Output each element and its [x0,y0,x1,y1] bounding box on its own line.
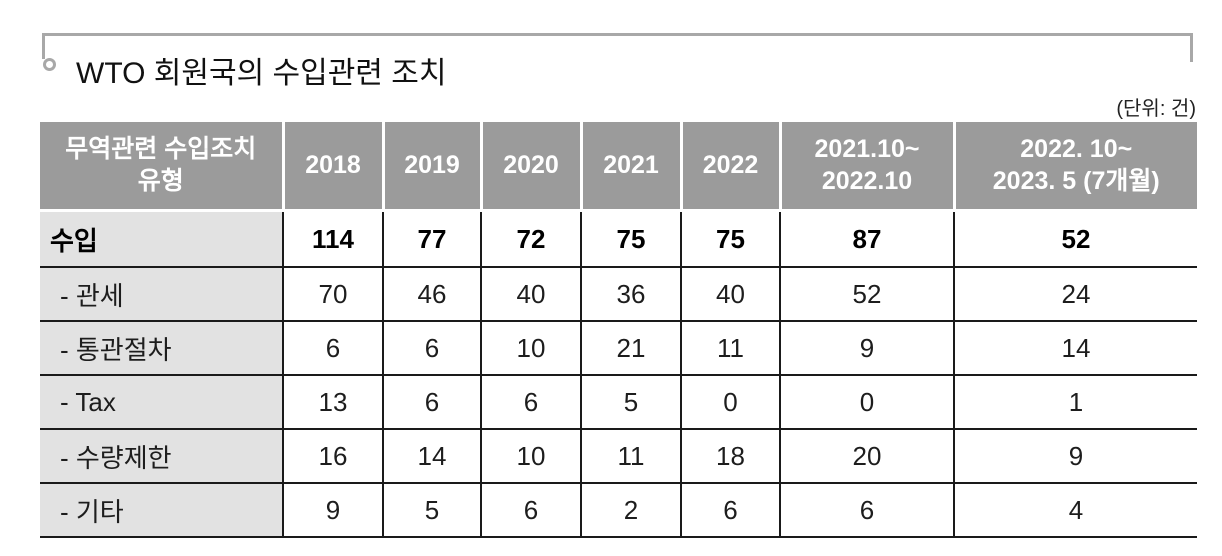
header-text: 2019 [404,150,460,179]
cell-value: 77 [382,210,481,268]
cell-value: 6 [282,321,383,376]
header-text: 2021 [603,150,659,179]
cell-value: 40 [680,267,780,322]
unit-label: (단위: 건) [1116,98,1196,120]
header-cell-2018: 2018 [281,122,383,211]
cell-value: 1 [953,375,1197,430]
cell-value: 6 [382,375,481,430]
header-text: 2018 [305,150,361,179]
cell-value: 11 [580,429,681,484]
row-label: - Tax [40,375,283,430]
cell-value: 4 [953,483,1197,538]
table-header-row: 무역관련 수입조치 유형 2018 2019 2020 2021 2022 20… [40,122,1197,211]
cell-value: 40 [480,267,581,322]
table-row-tariffs: - 관세 70 46 40 36 40 52 24 [40,267,1197,322]
cell-value: 52 [953,210,1197,268]
cell-value: 10 [480,429,581,484]
row-label: - 기타 [40,483,283,538]
header-text: 2022 [702,150,759,179]
row-label: 수입 [40,210,283,268]
header-cell-2021-10-2022-10: 2021.10~ 2022.10 [778,122,954,211]
cell-value: 0 [779,375,954,430]
cell-value: 18 [680,429,780,484]
cell-value: 6 [382,321,481,376]
header-text: 2022.10 [821,166,913,195]
header-text: 2021.10~ [814,135,920,164]
import-measures-table: 무역관련 수입조치 유형 2018 2019 2020 2021 2022 20… [40,122,1197,538]
cell-value: 11 [680,321,780,376]
header-text: 유형 [137,166,184,195]
header-cell-2020: 2020 [479,122,581,211]
table-row-tax: - Tax 13 6 6 5 0 0 1 [40,375,1197,430]
table-row-customs-procedures: - 통관절차 6 6 10 21 11 9 14 [40,321,1197,376]
cell-value: 13 [282,375,383,430]
cell-value: 46 [382,267,481,322]
cell-value: 9 [779,321,954,376]
header-cell-2019: 2019 [381,122,481,211]
cell-value: 14 [953,321,1197,376]
cell-value: 6 [480,375,581,430]
cell-value: 24 [953,267,1197,322]
table-row-quantity-restrictions: - 수량제한 16 14 10 11 18 20 9 [40,429,1197,484]
cell-value: 36 [580,267,681,322]
cell-value: 6 [779,483,954,538]
cell-value: 5 [580,375,681,430]
cell-value: 21 [580,321,681,376]
table-row-imports: 수입 114 77 72 75 75 87 52 [40,210,1197,268]
cell-value: 75 [580,210,681,268]
cell-value: 87 [779,210,954,268]
header-text: 무역관련 수입조치 [65,135,257,164]
row-label: - 관세 [40,267,283,322]
header-cell-2022: 2022 [679,122,780,211]
cell-value: 75 [680,210,780,268]
title-bracket-top-line [42,33,1193,36]
cell-value: 114 [282,210,383,268]
header-text: 2023. 5 (7개월) [992,166,1160,195]
cell-value: 2 [580,483,681,538]
cell-value: 0 [680,375,780,430]
cell-value: 72 [480,210,581,268]
title-bracket-right-line [1190,33,1193,62]
header-text: 2020 [503,150,559,179]
header-cell-type: 무역관련 수입조치 유형 [40,122,283,211]
cell-value: 70 [282,267,383,322]
cell-value: 5 [382,483,481,538]
header-cell-2021: 2021 [579,122,681,211]
cell-value: 16 [282,429,383,484]
table-row-others: - 기타 9 5 6 2 6 6 4 [40,483,1197,538]
title-bracket-left-line [42,33,45,59]
row-label: - 수량제한 [40,429,283,484]
cell-value: 9 [953,429,1197,484]
cell-value: 20 [779,429,954,484]
cell-value: 14 [382,429,481,484]
cell-value: 6 [680,483,780,538]
header-cell-2022-10-2023-5: 2022. 10~ 2023. 5 (7개월) [952,122,1197,211]
row-label: - 통관절차 [40,321,283,376]
cell-value: 6 [480,483,581,538]
cell-value: 52 [779,267,954,322]
page-title: WTO 회원국의 수입관련 조치 [76,57,447,90]
cell-value: 9 [282,483,383,538]
cell-value: 10 [480,321,581,376]
title-bracket-circle-icon [43,58,56,71]
header-text: 2022. 10~ [1020,135,1133,164]
